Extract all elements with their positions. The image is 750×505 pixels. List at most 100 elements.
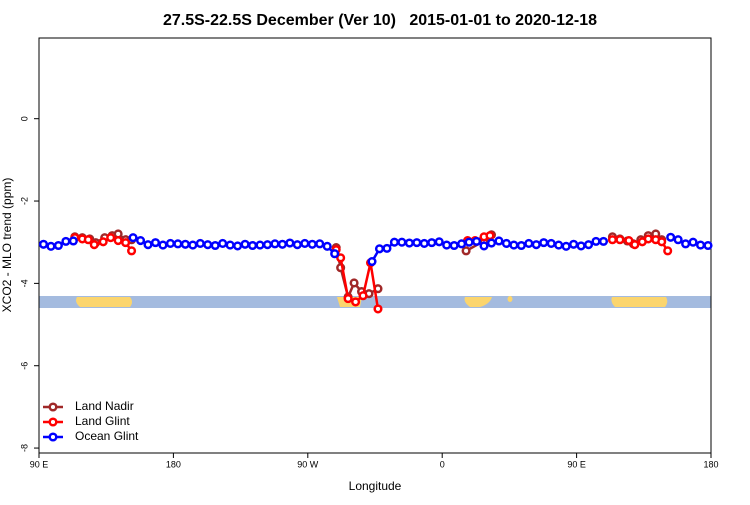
point	[382, 243, 392, 253]
point	[397, 237, 407, 247]
point	[501, 238, 511, 248]
point	[300, 238, 310, 248]
point	[53, 240, 63, 251]
chart-title: 27.5S-22.5S December (Ver 10) 2015-01-01…	[163, 12, 597, 29]
x-tick-label: 0	[440, 459, 445, 469]
point	[583, 240, 594, 250]
point	[576, 241, 586, 251]
point	[173, 239, 183, 249]
land-patch	[76, 297, 132, 307]
point	[307, 239, 317, 249]
point	[336, 253, 346, 263]
point	[464, 237, 474, 247]
point	[135, 236, 146, 246]
point	[322, 241, 332, 251]
point	[203, 240, 213, 250]
point	[195, 238, 205, 248]
point	[516, 240, 526, 251]
point	[442, 240, 452, 250]
point	[367, 257, 377, 267]
point	[624, 236, 634, 246]
point	[262, 240, 273, 250]
point	[210, 240, 220, 251]
point	[233, 241, 243, 251]
legend-label: Land Glint	[75, 414, 130, 428]
point	[218, 238, 228, 248]
ocean-band	[39, 296, 711, 308]
point	[531, 240, 541, 250]
point	[83, 235, 93, 245]
point	[657, 237, 667, 247]
x-tick-label: 90 E	[567, 459, 586, 469]
point	[277, 239, 287, 249]
point	[343, 294, 353, 304]
y-tick-label: -8	[19, 444, 29, 452]
point	[688, 237, 698, 247]
point	[546, 238, 556, 248]
point	[255, 240, 265, 250]
point	[270, 239, 280, 249]
legend-marker	[48, 402, 58, 412]
point	[128, 233, 138, 243]
point	[89, 240, 99, 250]
point	[457, 239, 467, 249]
point	[330, 249, 340, 259]
point	[703, 240, 713, 251]
point	[681, 239, 691, 249]
point	[68, 236, 78, 246]
legend-marker	[48, 432, 58, 442]
legend-label: Land Nadir	[75, 399, 134, 413]
point	[663, 246, 673, 256]
point	[61, 236, 71, 246]
point	[494, 236, 504, 246]
point	[113, 236, 123, 246]
point	[373, 304, 383, 314]
point	[695, 240, 706, 250]
point	[479, 241, 489, 251]
point	[524, 238, 534, 248]
point	[449, 240, 459, 251]
point	[615, 235, 625, 245]
point	[349, 278, 359, 288]
point	[427, 238, 437, 248]
point	[673, 235, 683, 245]
y-tick-label: -4	[19, 279, 29, 287]
point	[389, 237, 399, 247]
point	[292, 240, 302, 250]
y-tick-label: -2	[19, 197, 29, 205]
land-patch	[611, 297, 668, 307]
point	[247, 240, 258, 251]
point	[598, 236, 609, 246]
point	[127, 246, 137, 256]
land-patch	[464, 297, 492, 307]
point	[240, 239, 250, 249]
point	[98, 237, 108, 247]
point	[643, 234, 653, 244]
point	[434, 237, 444, 247]
point	[630, 240, 640, 250]
point	[106, 233, 116, 243]
point	[165, 238, 175, 248]
point	[461, 246, 471, 256]
point	[180, 239, 190, 249]
map-strip	[39, 296, 711, 308]
point	[351, 297, 361, 307]
x-tick-label: 180	[703, 459, 718, 469]
point	[419, 238, 429, 248]
x-axis-label: Longitude	[349, 479, 402, 493]
point	[38, 239, 49, 249]
point	[509, 240, 519, 250]
point	[561, 241, 571, 251]
point	[225, 240, 235, 250]
point	[569, 239, 579, 249]
land-patch	[507, 296, 513, 302]
x-tick-label: 180	[166, 459, 181, 469]
point	[486, 238, 497, 248]
point	[591, 236, 601, 246]
point	[374, 244, 385, 254]
point	[150, 238, 161, 248]
point	[46, 241, 56, 251]
